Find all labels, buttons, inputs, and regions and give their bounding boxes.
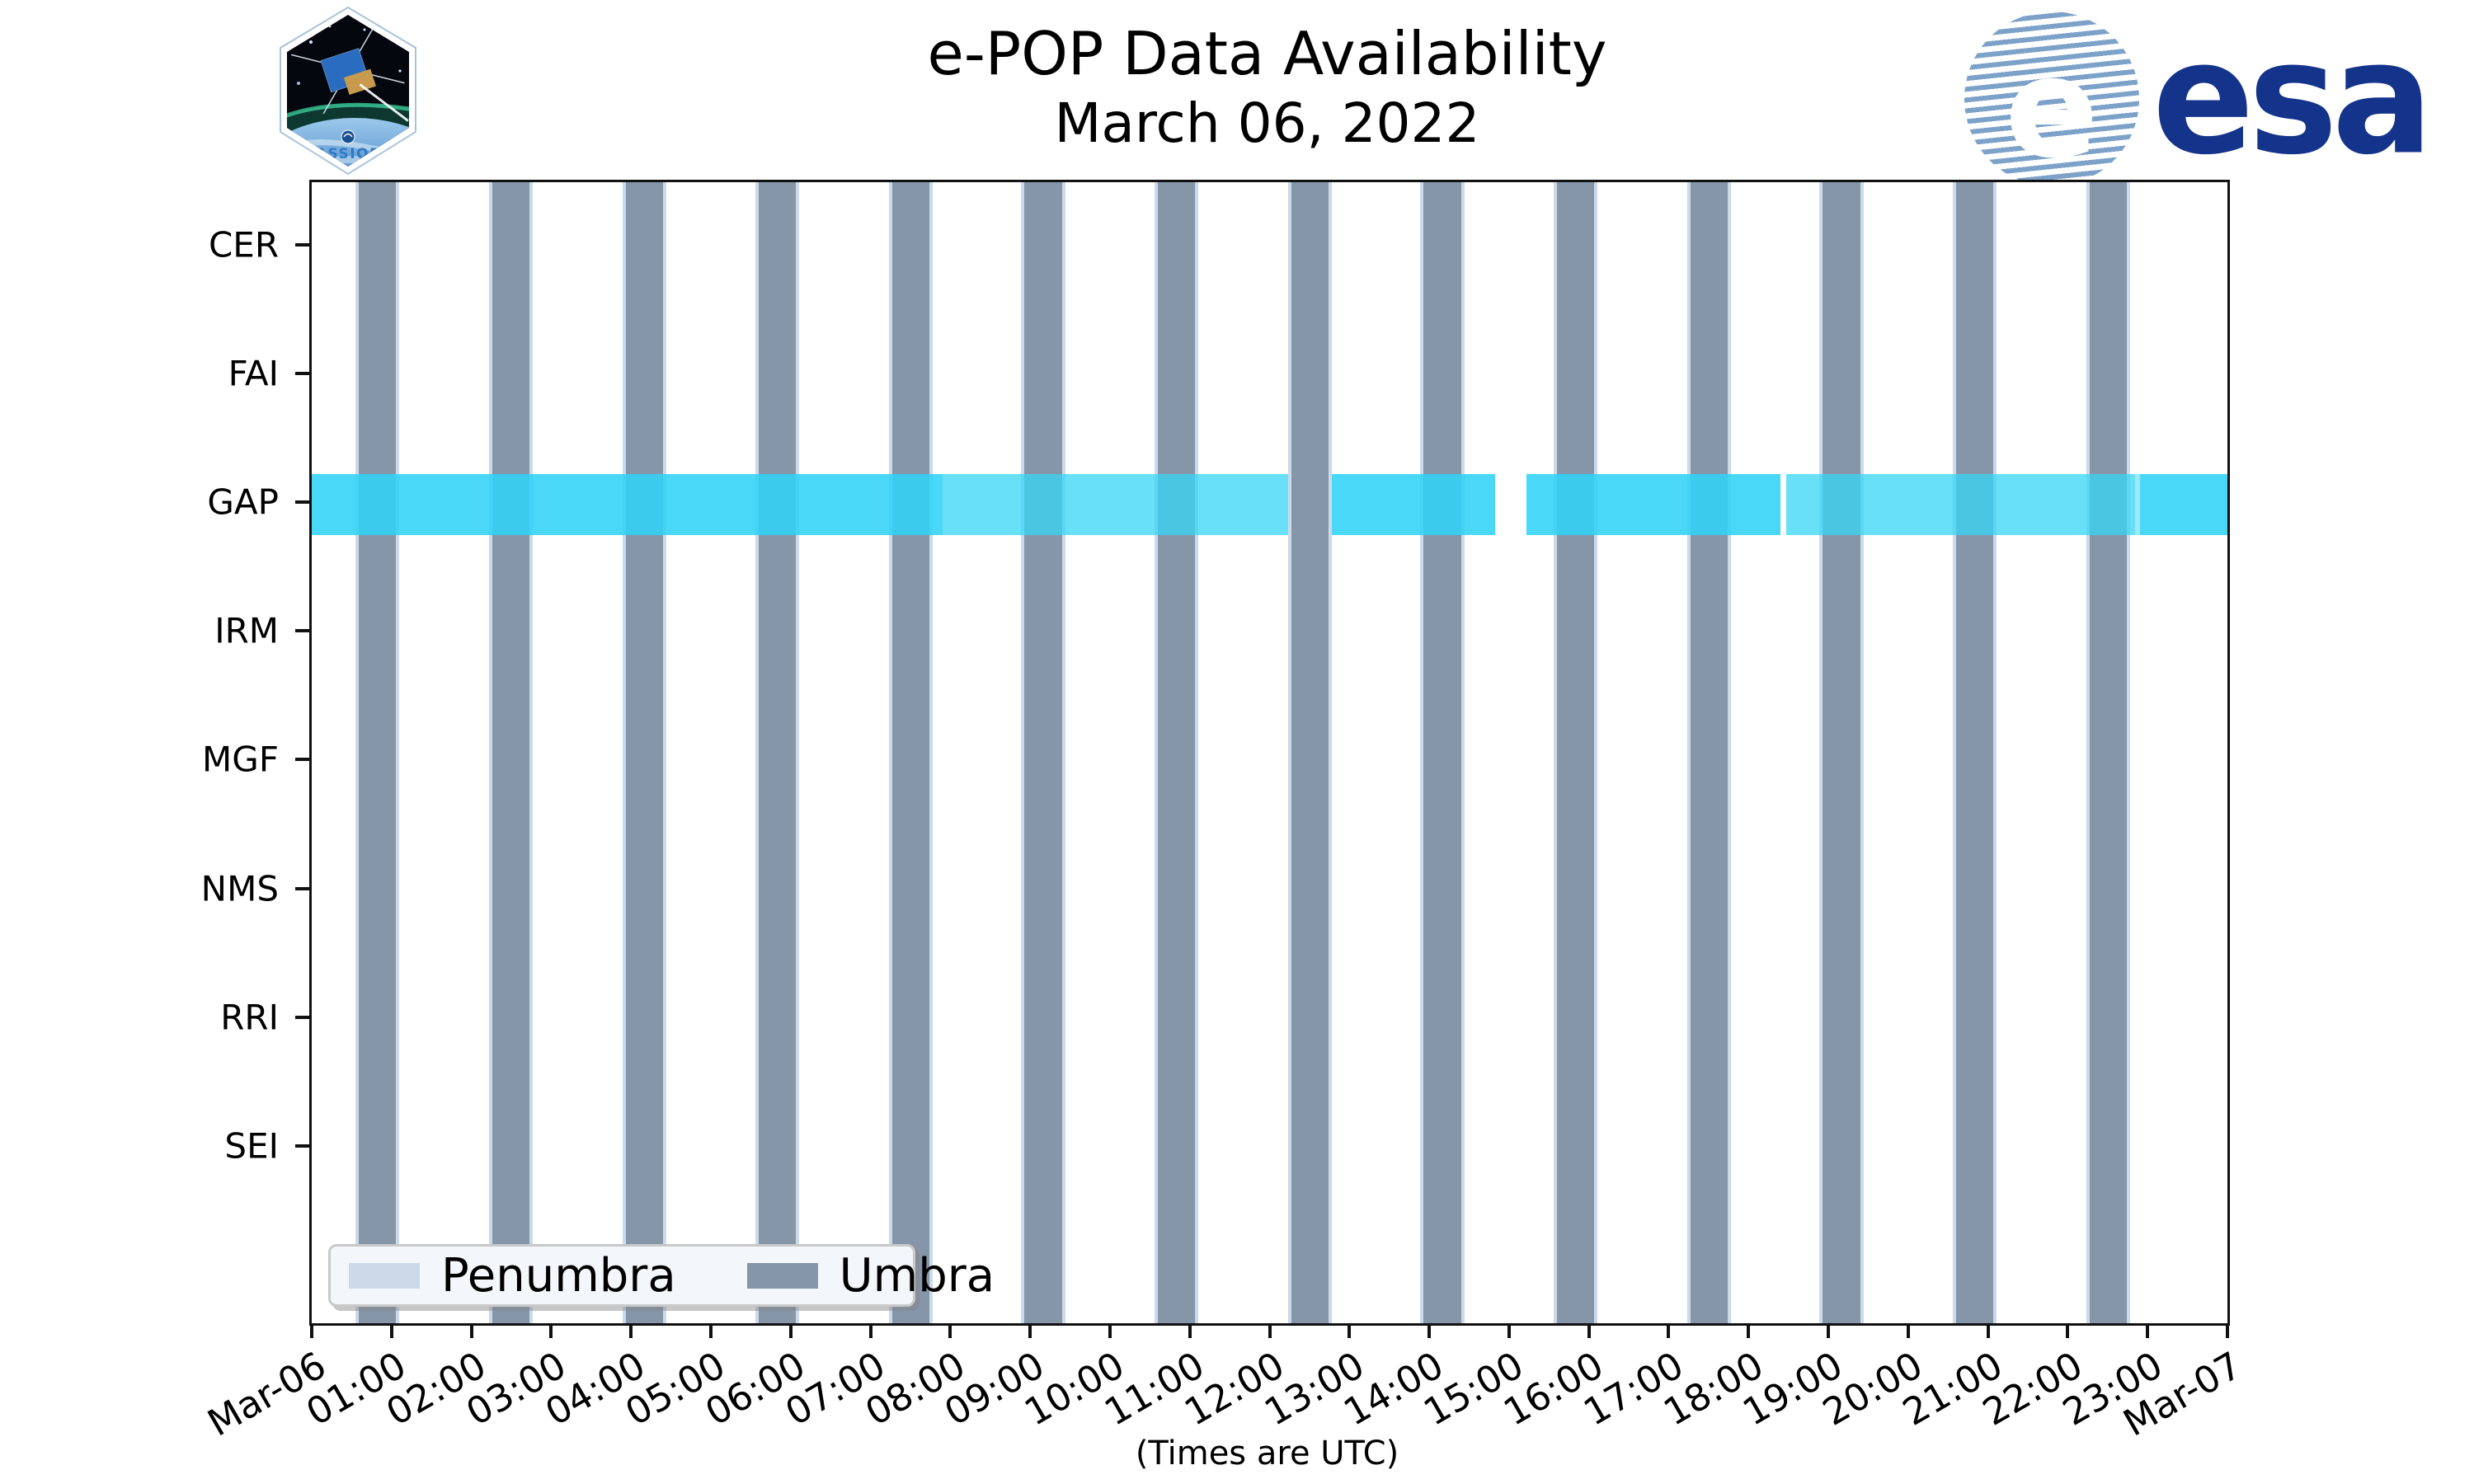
legend-box: Penumbra Umbra [328,1244,995,1307]
row-label-rri: RRI [220,997,279,1038]
row-label-irm: IRM [214,610,279,651]
gap-data-segment [2134,474,2140,535]
x-axis-label: (Times are UTC) [1135,1435,1399,1472]
row-label-gap: GAP [207,481,279,523]
penumbra-swatch-icon [349,1262,420,1289]
gap-data-segment [1526,474,1780,535]
row-label-sei: SEI [224,1125,279,1167]
gap-data-segment [312,474,943,535]
legend-item-umbra: Umbra [746,1248,995,1303]
row-label-mgf: MGF [202,739,279,780]
x-tick-mark [1906,1326,1910,1338]
umbra-bar [355,182,400,1323]
gap-data-segment [1785,474,2135,535]
x-tick-mark [708,1326,713,1338]
cassiope-hexagon-icon: CASSIOPE [280,6,416,176]
x-tick-mark [2066,1326,2070,1338]
y-tick-mark [295,372,309,376]
umbra-bar [488,182,534,1323]
x-tick-mark [788,1326,793,1338]
title-block: e-POP Data Availability March 06, 2022 [309,18,2225,157]
esa-globe-letter: e [2005,26,2099,186]
legend-label: Umbra [839,1248,995,1303]
x-tick-mark [1587,1326,1591,1338]
x-tick-mark [1108,1326,1112,1338]
umbra-bar [1953,182,1997,1323]
gap-data-segment [1331,474,1496,535]
x-tick-mark [1747,1326,1751,1338]
cassiope-mission-logo: CASSIOPE [266,5,430,176]
esa-logo: e esa [1964,7,2434,190]
x-tick-mark [1827,1326,1831,1338]
x-tick-mark [389,1326,393,1338]
umbra-bar [1554,182,1598,1323]
row-label-fai: FAI [228,353,279,394]
x-tick-mark [1986,1326,1990,1338]
x-tick-mark [1268,1326,1272,1338]
x-tick-mark [2226,1326,2229,1338]
plot-area: CER FAI GAP IRM MGF NMS RRI SEI Mar-06 01:00 02:0… [200,180,2250,1445]
y-tick-mark [295,500,309,505]
umbra-bar [622,182,666,1323]
y-tick-mark [295,1015,309,1019]
row-label-cer: CER [208,224,279,265]
x-tick-mark [2146,1326,2150,1338]
umbra-bar [1287,182,1332,1323]
umbra-bar [1420,182,1465,1323]
chart-subtitle: March 06, 2022 [1054,91,1480,155]
gap-data-segment [2139,474,2227,535]
x-tick-mark [868,1326,872,1338]
umbra-bar [1155,182,1199,1323]
x-tick-mark [1348,1326,1352,1338]
y-tick-mark [295,758,309,762]
x-tick-mark [1507,1326,1511,1338]
umbra-bar [2086,182,2130,1323]
esa-globe-icon: e [1964,12,2139,186]
x-tick-mark [1188,1326,1192,1338]
x-tick-mark [948,1326,952,1338]
row-label-nms: NMS [200,868,279,909]
esa-wordmark: esa [2152,7,2434,190]
y-tick-mark [295,886,309,890]
umbra-bar [1686,182,1731,1323]
x-tick-mark [310,1326,313,1338]
umbra-bar [888,182,934,1323]
y-tick-mark [295,1144,309,1148]
gap-data-segment [942,474,1288,535]
y-tick-mark [295,629,309,633]
umbra-bar [755,182,800,1323]
x-tick-mark [1427,1326,1432,1338]
x-tick-mark [549,1326,553,1338]
x-tick-mark [1028,1326,1032,1338]
umbra-swatch-icon [746,1262,818,1289]
umbra-bar [1819,182,1864,1323]
chart-title: e-POP Data Availability [927,19,1607,88]
y-tick-mark [295,242,309,247]
legend-item-penumbra: Penumbra [349,1249,676,1303]
umbra-bar [1021,182,1065,1323]
x-tick-mark [1667,1326,1671,1338]
legend-label: Penumbra [441,1248,676,1303]
x-tick-mark [629,1326,633,1338]
x-tick-mark [469,1326,473,1338]
